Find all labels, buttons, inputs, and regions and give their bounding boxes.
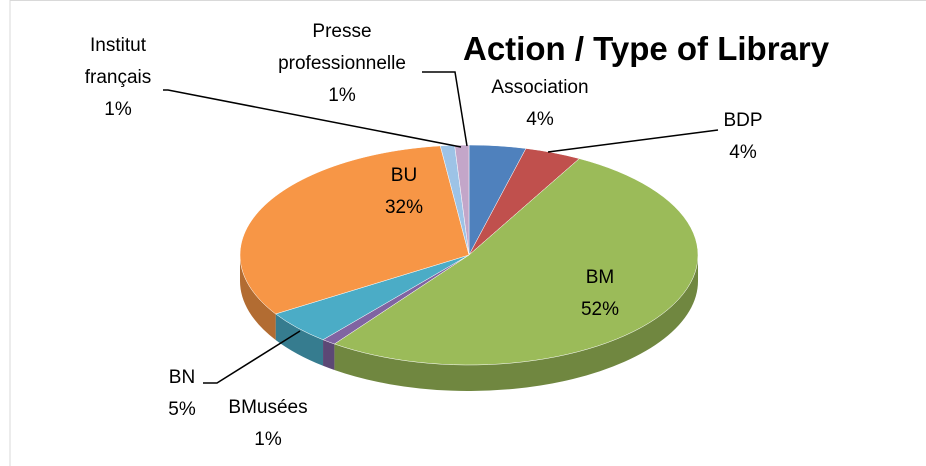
value-label: 1% [104,99,132,120]
category-label: Association [491,77,589,98]
value-label: 52% [580,299,620,320]
data-label: Association 4% [440,72,640,136]
data-label: BM 52% [540,262,660,326]
chart-title: Action / Type of Library [463,30,830,67]
leader-line [422,71,468,147]
category-label: Presse professionnelle [278,21,406,74]
value-label: 4% [729,142,757,163]
chart-border [9,0,926,466]
data-label: BDP 4% [683,105,803,169]
category-label: BDP [723,110,763,131]
pie-slice [239,145,470,315]
data-label: BN 5% [142,362,222,426]
pie-slice-side [275,313,324,366]
leader-line [547,129,719,153]
value-label: 32% [384,197,424,218]
pie [239,144,699,391]
leader-line [203,330,301,384]
value-label: 4% [526,109,554,130]
pie-slice-side [334,255,698,391]
leader-lines [163,71,719,384]
data-label: BMusées 1% [208,392,328,456]
category-label: BN [168,367,196,388]
value-label: 5% [168,399,196,420]
category-label: BU [390,165,418,186]
pie-slice-side [323,339,335,370]
leader-line [163,89,462,148]
data-label: Institut français 1% [68,30,168,126]
pie-slice [333,158,699,366]
value-label: 1% [328,85,356,106]
pie-slice-side [240,255,276,340]
data-label: Presse professionnelle 1% [262,16,422,112]
category-label: BMusées [228,397,308,418]
category-label: Institut français [84,35,152,88]
value-label: 1% [254,429,282,450]
data-label: BU 32% [344,160,464,224]
category-label: BM [585,267,615,288]
